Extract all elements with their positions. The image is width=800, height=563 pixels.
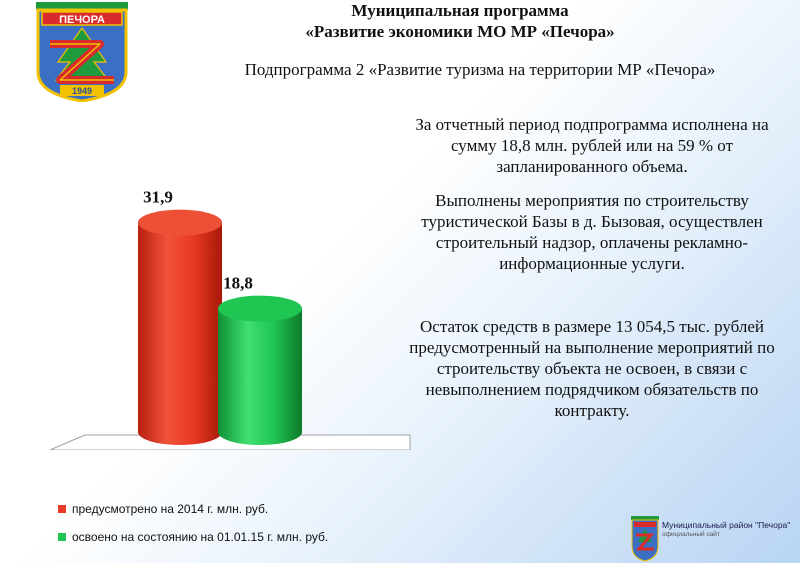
footer-subtitle: официальный сайт xyxy=(662,531,720,538)
chart-floor xyxy=(49,434,411,450)
legend-item-planned: предусмотрено на 2014 г. млн. руб. xyxy=(58,502,268,516)
legend-label-spent: освоено на состоянию на 01.01.15 г. млн.… xyxy=(72,530,329,544)
coat-of-arms-logo: ПЕЧОРА 1949 xyxy=(36,2,128,102)
crest-year-text: 1949 xyxy=(72,86,92,96)
page-subtitle: Подпрограмма 2 «Развитие туризма на терр… xyxy=(244,60,716,79)
crest-top-band xyxy=(36,2,128,10)
bar-spent: 18,8 xyxy=(218,274,302,445)
page-title: Муниципальная программа «Развитие эконом… xyxy=(200,0,720,42)
remainder-paragraph: Остаток средств в размере 13 054,5 тыс. … xyxy=(409,317,775,420)
footer-crest-logo[interactable] xyxy=(631,516,659,562)
data-label-spent: 18,8 xyxy=(223,274,253,293)
bar-chart: 31,9 18,8 xyxy=(49,188,411,450)
footer-title: Муниципальный район "Печора" xyxy=(662,520,791,530)
bar-body-planned xyxy=(138,222,222,445)
summary-paragraph: За отчетный период подпрограмма исполнен… xyxy=(415,115,769,176)
legend-swatch-planned xyxy=(58,505,66,513)
activities-paragraph: Выполнены мероприятия по строительству т… xyxy=(421,191,763,273)
crest-year-band xyxy=(60,85,104,96)
title-line-2: «Развитие экономики МО МР «Печора» xyxy=(305,22,615,41)
bar-top-spent xyxy=(218,295,302,322)
title-line-1: Муниципальная программа xyxy=(351,1,569,20)
legend-item-spent: освоено на состоянию на 01.01.15 г. млн.… xyxy=(58,530,328,544)
legend-label-planned: предусмотрено на 2014 г. млн. руб. xyxy=(72,502,269,516)
crest-name-ribbon xyxy=(41,11,123,26)
legend-swatch-spent xyxy=(58,533,66,541)
crest-name-text: ПЕЧОРА xyxy=(59,14,105,26)
footer-site-link[interactable]: Муниципальный район "Печора" официальный… xyxy=(662,520,800,538)
bar-planned: 31,9 xyxy=(138,188,222,445)
bar-top-planned xyxy=(138,209,222,236)
data-label-planned: 31,9 xyxy=(143,188,173,207)
crest-z-outline xyxy=(50,43,114,81)
bar-body-spent xyxy=(218,308,302,445)
